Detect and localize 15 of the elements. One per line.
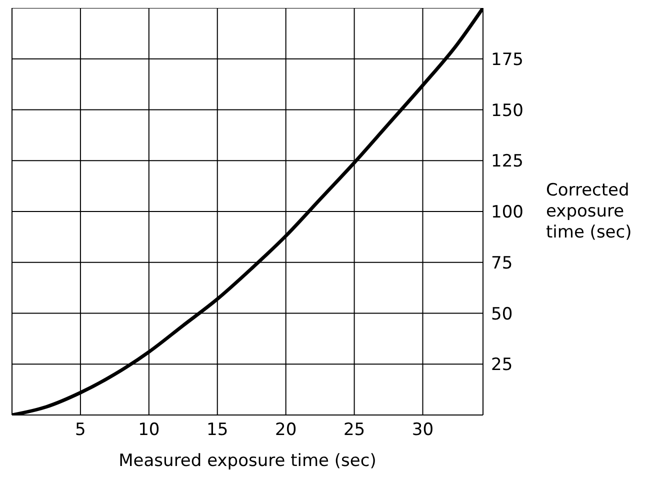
y-tick-label: 100 — [491, 202, 524, 223]
x-tick-label: 30 — [412, 420, 434, 440]
x-tick-label: 15 — [206, 420, 228, 440]
x-tick-label: 25 — [343, 420, 366, 440]
x-tick-label: 20 — [275, 420, 297, 440]
x-axis-title: Measured exposure time (sec) — [118, 451, 376, 471]
x-tick-label: 10 — [138, 420, 160, 440]
y-tick-label: 75 — [491, 253, 513, 274]
y-tick-label: 125 — [491, 152, 524, 172]
y-tick-label: 175 — [491, 50, 524, 70]
y-tick-label: 150 — [491, 100, 524, 121]
y-tick-label: 50 — [491, 304, 513, 324]
x-tick-label: 5 — [75, 420, 86, 440]
y-axis-title: Corrected exposure time (sec) — [546, 180, 632, 242]
y-tick-label: 25 — [491, 355, 513, 376]
